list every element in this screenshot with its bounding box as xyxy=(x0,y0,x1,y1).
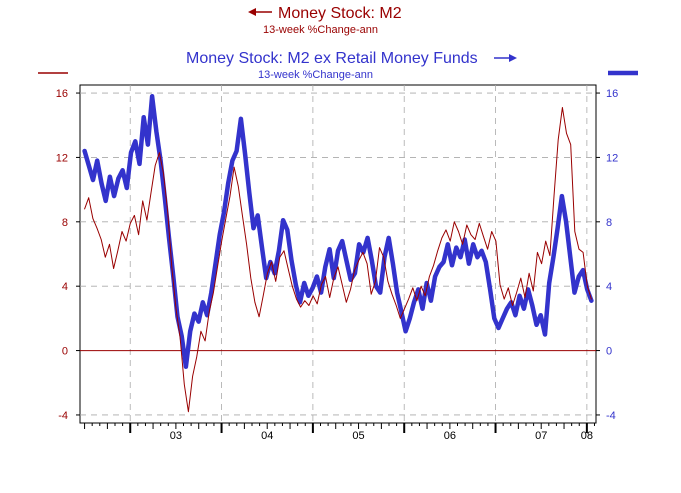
grid-layer xyxy=(80,85,596,423)
right-axis-tick-label: 8 xyxy=(606,217,612,229)
legend-series2-subtitle: 13-week %Change-ann xyxy=(258,69,373,81)
legend-series1: Money Stock: M2 13-week %Change-ann xyxy=(248,5,402,36)
left-axis-tick-label: 0 xyxy=(62,346,68,358)
x-axis-tick-label: 07 xyxy=(535,430,547,442)
right-axis-tick-label: 4 xyxy=(606,281,612,293)
right-axis-tick-label: -4 xyxy=(606,410,616,422)
right-axis-tick-label: 0 xyxy=(606,346,612,358)
x-axis-tick-label: 04 xyxy=(261,430,273,442)
x-axis-tick-label: 05 xyxy=(352,430,364,442)
legend-series1-subtitle: 13-week %Change-ann xyxy=(263,24,378,36)
series-layer xyxy=(82,94,594,413)
x-axis-tick-label: 03 xyxy=(170,430,182,442)
x-axis-tick-label: 06 xyxy=(444,430,456,442)
left-axis-tick-label: 16 xyxy=(56,88,68,100)
series-m2-ex-retail-line xyxy=(82,94,594,369)
left-axis-tick-label: 12 xyxy=(56,152,68,164)
series-m2-line xyxy=(84,107,592,413)
axis-layer: 16 16 12 12 8 8 4 4 0 0 -4 -4 03 04 05 06 07 08 xyxy=(56,88,619,442)
left-axis-tick-label: 8 xyxy=(62,217,68,229)
legend-series2: Money Stock: M2 ex Retail Money Funds 13… xyxy=(186,50,517,81)
x-axis-tick-label: 08 xyxy=(581,430,593,442)
legend-series1-arrow-head xyxy=(248,8,256,16)
legend-series2-arrow-head xyxy=(509,54,517,62)
right-axis-tick-label: 16 xyxy=(606,88,618,100)
left-axis-tick-label: 4 xyxy=(62,281,68,293)
plot-frame xyxy=(79,84,597,424)
legend-series2-title: Money Stock: M2 ex Retail Money Funds xyxy=(186,50,478,67)
legend-series1-title: Money Stock: M2 xyxy=(278,5,402,22)
left-axis-tick-label: -4 xyxy=(58,410,68,422)
right-axis-tick-label: 12 xyxy=(606,152,618,164)
